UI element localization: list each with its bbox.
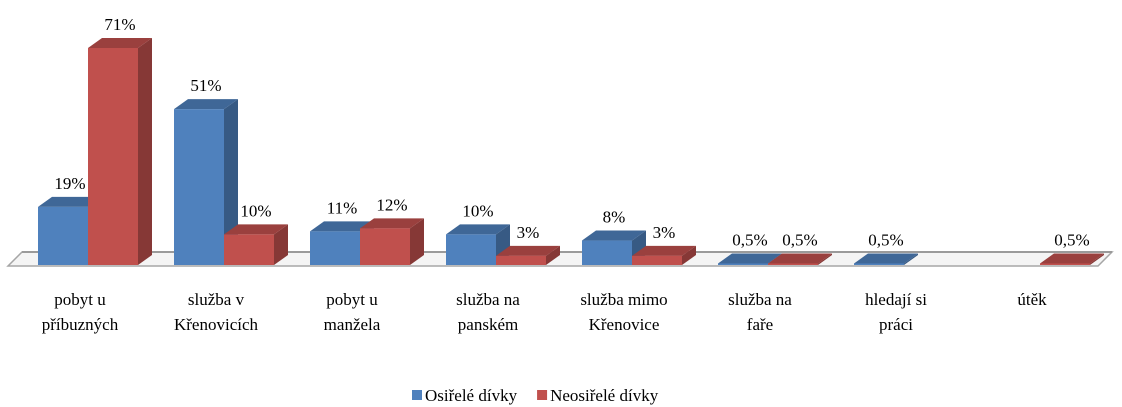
bar-top bbox=[768, 253, 832, 264]
bar-side bbox=[904, 253, 918, 265]
bar-top bbox=[582, 230, 646, 241]
bar-front bbox=[360, 228, 410, 265]
bar bbox=[582, 230, 646, 265]
bar bbox=[1040, 253, 1104, 265]
data-label: 8% bbox=[603, 208, 626, 227]
x-tick-label: pobyt u příbuzných bbox=[42, 290, 119, 334]
data-label: 19% bbox=[54, 174, 85, 193]
bar-front bbox=[582, 240, 632, 265]
bar-top bbox=[174, 99, 238, 110]
bar-side bbox=[274, 224, 288, 265]
x-tick-label: pobyt u manžela bbox=[324, 290, 381, 334]
bar-front bbox=[632, 255, 682, 265]
bar-front bbox=[496, 255, 546, 265]
bar-front bbox=[446, 234, 496, 265]
bar-front bbox=[310, 231, 360, 265]
bar-front bbox=[174, 109, 224, 265]
data-label: 3% bbox=[517, 223, 540, 242]
data-label: 3% bbox=[653, 223, 676, 242]
data-label: 0,5% bbox=[1054, 230, 1089, 249]
bar-side bbox=[682, 245, 696, 265]
x-tick-label: služba v Křenovicích bbox=[174, 290, 259, 334]
bar bbox=[224, 224, 288, 265]
bar-front bbox=[224, 234, 274, 265]
bar bbox=[768, 253, 832, 265]
bar-front bbox=[768, 263, 818, 265]
legend-label: Osiřelé dívky bbox=[425, 386, 518, 405]
bar-front bbox=[718, 263, 768, 265]
legend-swatch bbox=[412, 390, 422, 400]
bar-side bbox=[410, 218, 424, 265]
bar-top bbox=[1040, 253, 1104, 264]
data-label: 10% bbox=[462, 201, 493, 220]
bar bbox=[632, 245, 696, 265]
data-label: 51% bbox=[190, 76, 221, 95]
data-label: 10% bbox=[240, 201, 271, 220]
data-label: 0,5% bbox=[782, 230, 817, 249]
data-label: 0,5% bbox=[868, 230, 903, 249]
x-tick-label: služba mimo Křenovice bbox=[580, 290, 667, 334]
bar-top bbox=[446, 224, 510, 235]
bar-top bbox=[632, 245, 696, 256]
bar-front bbox=[38, 206, 88, 265]
bar-top bbox=[854, 253, 918, 264]
bar-front bbox=[1040, 263, 1090, 265]
data-label: 12% bbox=[376, 195, 407, 214]
bar bbox=[496, 245, 560, 265]
x-tick-label: hledají si práci bbox=[865, 290, 927, 334]
data-label: 11% bbox=[327, 198, 358, 217]
bar-side bbox=[818, 253, 832, 265]
bar-top bbox=[38, 196, 102, 207]
legend-label: Neosiřelé dívky bbox=[550, 386, 659, 405]
bar-front bbox=[88, 48, 138, 265]
bar-top bbox=[310, 221, 374, 232]
data-label: 71% bbox=[104, 15, 135, 34]
bar-side bbox=[224, 99, 238, 265]
legend-swatch bbox=[537, 390, 548, 400]
bar-top bbox=[718, 253, 782, 264]
bar-top bbox=[360, 218, 424, 229]
x-tick-label: služba na faře bbox=[728, 290, 792, 334]
bar-top bbox=[88, 38, 152, 48]
bar-side bbox=[1090, 253, 1104, 265]
x-tick-label: útěk bbox=[1017, 290, 1047, 309]
bar-top bbox=[496, 245, 560, 256]
bar-side bbox=[546, 245, 560, 265]
bar bbox=[174, 99, 238, 265]
bar bbox=[88, 38, 152, 265]
data-label: 0,5% bbox=[732, 230, 767, 249]
bar-side bbox=[138, 38, 152, 265]
bar-front bbox=[854, 263, 904, 265]
x-tick-label: služba na panském bbox=[456, 290, 520, 334]
bar-top bbox=[224, 224, 288, 235]
bar bbox=[854, 253, 918, 265]
bar bbox=[360, 218, 424, 265]
